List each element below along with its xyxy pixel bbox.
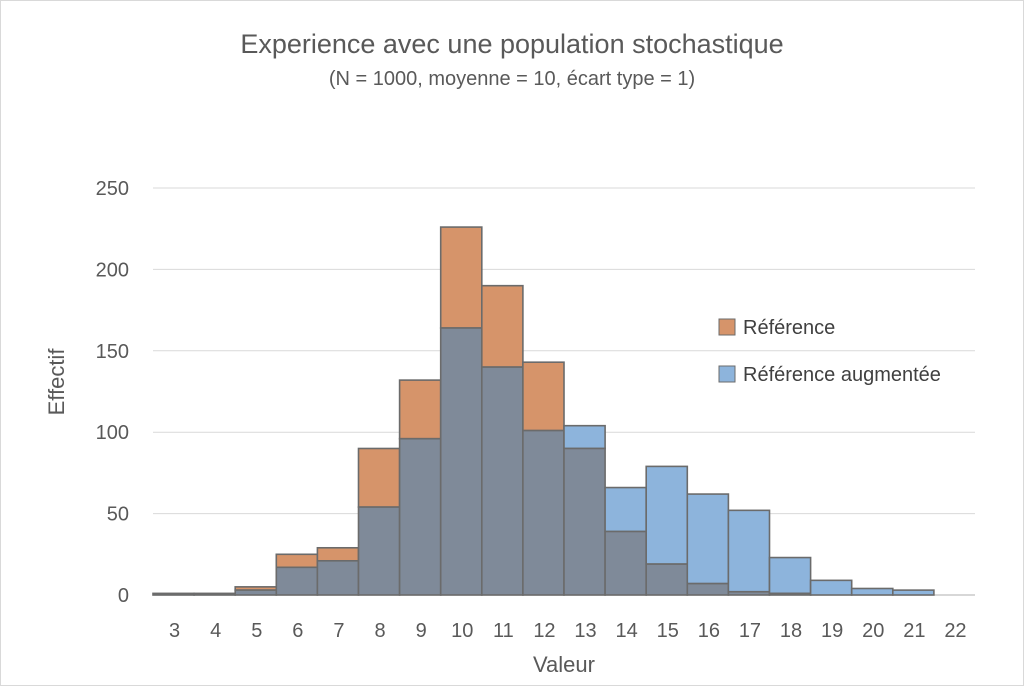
y-tick-label: 250 [96,178,129,200]
bar-overlap [398,437,442,596]
bar-overlap [316,560,360,596]
bar-overlap [686,582,730,596]
legend: Référence Référence augmentée [718,317,941,386]
bar-reference [439,226,483,329]
bar-overlap [439,327,483,596]
x-tick-label: 7 [333,620,344,642]
bar-overlap [234,589,278,596]
bar-overlap [727,590,771,596]
x-tick-label: 5 [251,620,262,642]
x-tick-label: 16 [698,620,720,642]
y-tick-label: 0 [118,585,129,607]
chart-title: Experience avec une population stochasti… [240,29,783,59]
x-tick-label: 11 [493,620,514,642]
x-axis-title: Valeur [533,652,595,677]
x-tick-label: 22 [944,620,966,642]
y-tick-label: 100 [96,422,129,444]
bar-reference-augmentee [768,556,812,595]
y-tick-label: 150 [96,341,129,363]
x-axis-ticks: 3 4 5 6 7 8 9 10 11 12 13 14 15 16 17 18 19 20 21 22 [169,620,967,642]
y-axis-ticks: 0 50 100 150 200 250 [96,178,129,607]
bar-reference-augmentee [563,424,606,450]
bar-overlap [604,530,647,596]
bar-reference-augmentee [686,493,730,585]
x-tick-label: 15 [657,620,679,642]
chart-subtitle: (N = 1000, moyenne = 10, écart type = 1) [329,68,695,90]
x-tick-label: 12 [533,620,555,642]
bar-overlap [645,563,689,596]
bar-overlap [357,506,401,596]
x-tick-label: 10 [451,620,473,642]
x-tick-label: 19 [821,620,843,642]
y-tick-label: 200 [96,259,129,281]
bar-reference-augmentee [850,587,894,596]
x-tick-label: 3 [169,620,180,642]
x-tick-label: 13 [574,620,596,642]
y-tick-label: 50 [107,504,129,526]
bar-overlap [480,366,524,596]
bars-layer [152,226,935,596]
bar-overlap [563,447,606,596]
legend-label: Référence augmentée [743,364,941,386]
x-tick-label: 14 [616,620,638,642]
bar-reference [275,553,319,569]
bar-overlap [768,592,812,596]
x-tick-label: 6 [292,620,303,642]
x-tick-label: 21 [903,620,925,642]
legend-swatch [718,365,736,383]
bar-reference [522,361,565,432]
bar-reference-augmentee [809,579,853,596]
bar-reference-augmentee [727,509,771,593]
bar-reference [480,284,524,368]
legend-swatch [718,318,736,336]
bar-overlap [275,566,319,596]
x-tick-label: 9 [416,620,427,642]
bar-overlap [522,429,565,596]
y-axis-title: Effectif [44,348,69,416]
bar-overlap [193,592,237,596]
x-tick-label: 18 [780,620,802,642]
bar-overlap [152,592,195,596]
legend-label: Référence [743,317,835,339]
bar-reference-augmentee [891,589,935,596]
bar-reference [398,379,442,440]
x-tick-label: 8 [374,620,385,642]
x-tick-label: 4 [210,620,221,642]
x-tick-label: 20 [862,620,884,642]
bar-reference-augmentee [645,465,689,565]
bar-reference [357,447,401,508]
bar-reference [316,546,360,562]
x-tick-label: 17 [739,620,761,642]
bar-reference-augmentee [604,486,647,533]
